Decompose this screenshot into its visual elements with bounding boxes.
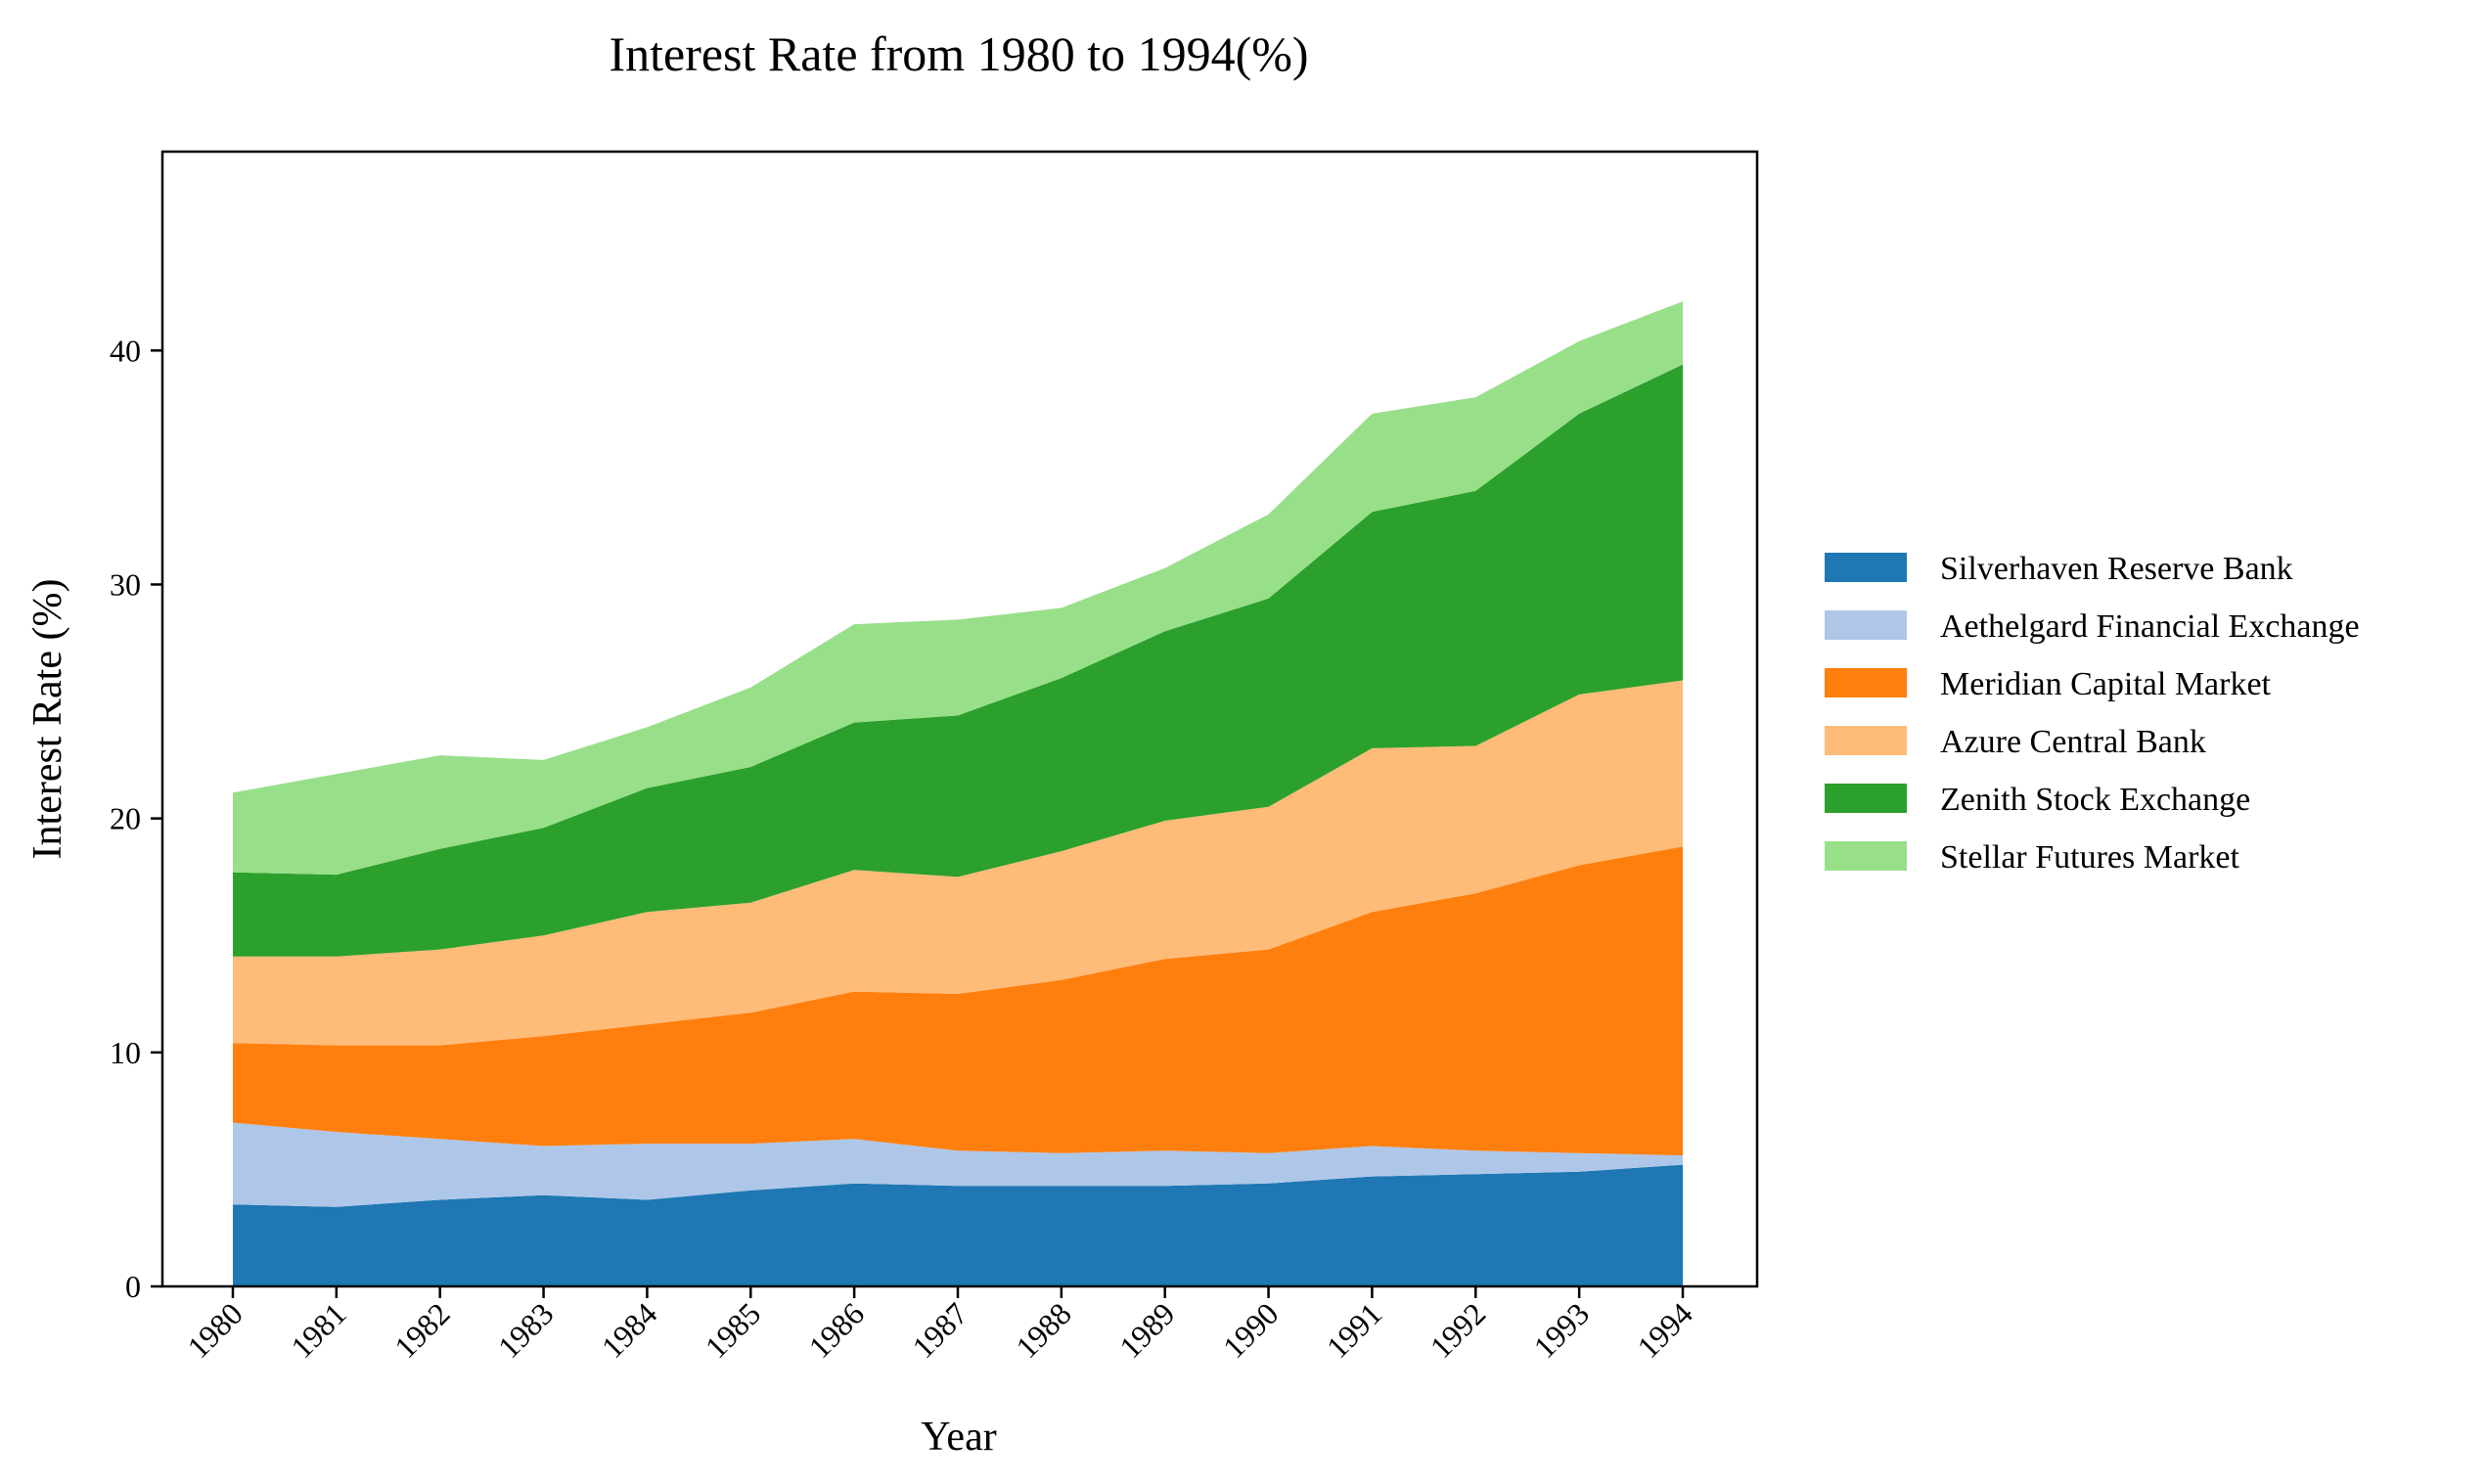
x-tick-label-9: 1989 (1112, 1295, 1182, 1365)
x-tick-label-8: 1988 (1009, 1295, 1078, 1365)
x-axis-label: Year (921, 1415, 996, 1460)
y-tick-label-0: 0 (125, 1269, 141, 1304)
x-tick-label-5: 1985 (699, 1295, 768, 1365)
area-series-0 (233, 1164, 1683, 1286)
x-tick-label-7: 1987 (905, 1295, 974, 1365)
y-axis-label: Interest Rate (%) (25, 579, 70, 860)
legend-label-2: Meridian Capital Market (1940, 666, 2272, 702)
legend: Silverhaven Reserve Bank Aethelgard Finan… (1825, 551, 2360, 876)
x-tick-label-1: 1981 (284, 1295, 353, 1365)
y-tick-label-4: 40 (110, 333, 141, 368)
area-series-4 (233, 364, 1683, 957)
area-series-1 (233, 1122, 1683, 1207)
y-tick-label-3: 30 (110, 566, 141, 602)
y-axis: 0 10 20 30 40 (110, 333, 162, 1304)
legend-label-0: Silverhaven Reserve Bank (1940, 551, 2293, 587)
legend-swatch-0 (1825, 553, 1907, 582)
x-tick-label-3: 1983 (491, 1295, 561, 1365)
x-tick-label-10: 1990 (1216, 1295, 1286, 1365)
area-series-2 (233, 846, 1683, 1156)
y-tick-label-1: 10 (110, 1035, 141, 1070)
x-axis: 1980 1981 1982 1983 1984 1985 1986 1987 1988 1989… (180, 1286, 1699, 1365)
x-tick-label-13: 1993 (1526, 1295, 1596, 1365)
area-series-5 (233, 301, 1683, 876)
area-series-group (233, 301, 1683, 1286)
chart-title: Interest Rate from 1980 to 1994(%) (609, 26, 1308, 81)
x-tick-label-0: 1980 (180, 1295, 249, 1365)
legend-swatch-5 (1825, 841, 1907, 871)
legend-label-3: Azure Central Bank (1940, 724, 2206, 760)
x-tick-label-11: 1991 (1320, 1295, 1389, 1365)
x-tick-label-14: 1994 (1630, 1295, 1699, 1365)
legend-swatch-3 (1825, 726, 1907, 755)
plot-frame (160, 150, 1759, 1288)
legend-swatch-4 (1825, 784, 1907, 813)
x-tick-label-12: 1992 (1424, 1295, 1493, 1365)
legend-swatch-1 (1825, 610, 1907, 640)
x-tick-label-4: 1984 (595, 1295, 664, 1365)
x-tick-label-6: 1986 (801, 1295, 871, 1365)
y-tick-label-2: 20 (110, 801, 141, 836)
x-tick-label-2: 1982 (387, 1295, 457, 1365)
legend-label-5: Stellar Futures Market (1940, 839, 2239, 876)
legend-label-1: Aethelgard Financial Exchange (1940, 608, 2360, 645)
legend-swatch-2 (1825, 668, 1907, 697)
legend-label-4: Zenith Stock Exchange (1940, 782, 2250, 818)
area-series-3 (233, 680, 1683, 1046)
